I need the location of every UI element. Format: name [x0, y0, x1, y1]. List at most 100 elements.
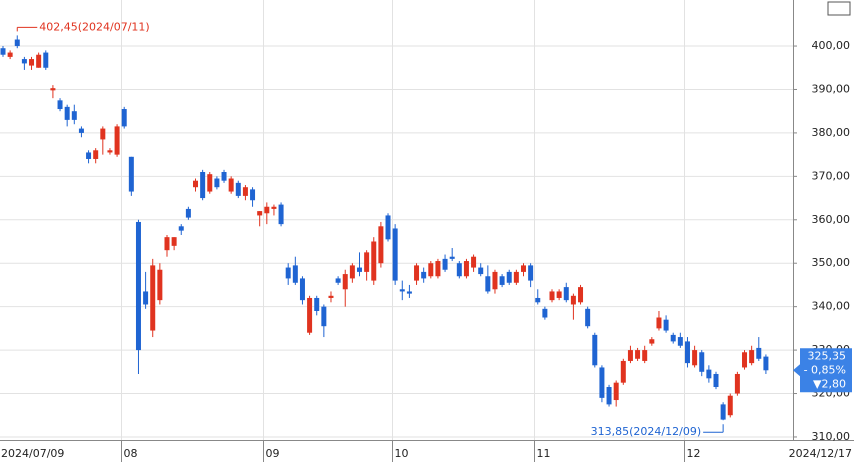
candle-body — [442, 258, 448, 270]
y-tick-label: 340,00 — [812, 300, 851, 313]
candle-body — [449, 256, 455, 259]
candle-body — [7, 52, 13, 57]
candle-body — [627, 350, 633, 361]
candle-body — [371, 241, 377, 281]
high-label: 402,45(2024/07/11) — [39, 20, 149, 33]
x-tick-label: 11 — [537, 447, 551, 460]
candle-body — [428, 263, 434, 277]
y-tick-label: 400,00 — [812, 39, 851, 52]
candle-body — [14, 39, 20, 47]
candle-body — [456, 263, 462, 277]
toolbar-icon[interactable] — [827, 1, 851, 16]
candle-body — [385, 215, 391, 240]
y-tick-label: 310,00 — [812, 430, 851, 443]
candle-body — [692, 350, 698, 366]
candle-body — [200, 172, 206, 199]
candle-body — [478, 267, 484, 275]
candle-body — [406, 291, 412, 294]
candle-body — [36, 54, 42, 68]
low-label: 313,85(2024/12/09) — [591, 425, 701, 438]
x-tick-label: 12 — [687, 447, 701, 460]
candle-body — [756, 347, 762, 359]
candle-body — [242, 187, 248, 196]
candle-body — [499, 276, 505, 285]
candle-body — [599, 367, 605, 398]
candle-body — [485, 276, 491, 292]
candle-body — [649, 339, 655, 344]
candle-body — [585, 308, 591, 327]
candle-body — [663, 319, 669, 331]
candle-body — [335, 278, 341, 283]
candle-body — [299, 278, 305, 301]
change: ▼2,80 — [813, 377, 846, 390]
x-tick-label: 2024/12/17 — [789, 447, 852, 460]
candle-body — [528, 265, 534, 281]
candle-body — [342, 274, 348, 290]
candle-body — [292, 265, 298, 283]
candle-body — [185, 208, 191, 218]
candle-body — [250, 189, 256, 201]
candle-body — [513, 271, 519, 283]
candle-body — [656, 317, 662, 329]
candle-body — [171, 237, 177, 246]
candle-body — [86, 152, 92, 159]
candle-body — [392, 228, 398, 281]
y-tick-label: 350,00 — [812, 256, 851, 269]
candle-body — [727, 395, 733, 416]
candle-body — [314, 297, 320, 311]
candle-body — [620, 360, 626, 383]
candle-body — [357, 267, 362, 272]
candle-body — [271, 206, 277, 209]
x-tick-label: 09 — [266, 447, 280, 460]
candle-body — [107, 150, 113, 153]
candle-body — [492, 271, 498, 290]
candle-body — [570, 295, 576, 305]
candle-body — [606, 387, 612, 405]
candle-body — [257, 211, 263, 216]
candle-body — [699, 352, 705, 372]
candle-body — [164, 237, 170, 251]
candle-body — [749, 350, 755, 364]
candle-body — [635, 350, 641, 359]
candle-body — [143, 291, 149, 305]
y-tick-label: 360,00 — [812, 213, 851, 226]
candle-body — [93, 150, 99, 159]
candle-body — [720, 404, 726, 420]
candle-body — [0, 48, 6, 55]
candle-body — [677, 337, 683, 346]
candle-body — [29, 59, 35, 66]
candle-body — [100, 128, 106, 140]
last-price: 325,35 — [808, 349, 847, 362]
candle-body — [64, 106, 70, 120]
x-tick-label: 10 — [395, 447, 409, 460]
y-tick-label: 380,00 — [812, 126, 851, 139]
candle-body — [364, 252, 370, 272]
candle-body — [178, 226, 184, 231]
candle-body — [684, 341, 690, 364]
candle-body — [207, 174, 213, 192]
candle-body — [264, 206, 270, 214]
candle-body — [506, 271, 512, 283]
candle-body — [43, 52, 49, 68]
candle-body — [563, 287, 569, 301]
candle-body — [278, 204, 284, 225]
candle-body — [157, 269, 163, 301]
candle-body — [114, 126, 120, 155]
candle-body — [50, 88, 56, 91]
candle-body — [399, 289, 405, 292]
candle-body — [706, 369, 712, 379]
candle-body — [549, 291, 555, 301]
candle-body — [285, 267, 291, 279]
candle-body — [378, 226, 384, 264]
candle-body — [214, 178, 220, 188]
candle-body — [742, 352, 748, 368]
candle-body — [535, 297, 541, 303]
candle-body — [592, 334, 598, 366]
candle-body — [670, 334, 676, 342]
candle-body — [221, 172, 227, 181]
candle-body — [128, 156, 134, 192]
candle-body — [578, 287, 584, 303]
candle-body — [307, 297, 313, 333]
